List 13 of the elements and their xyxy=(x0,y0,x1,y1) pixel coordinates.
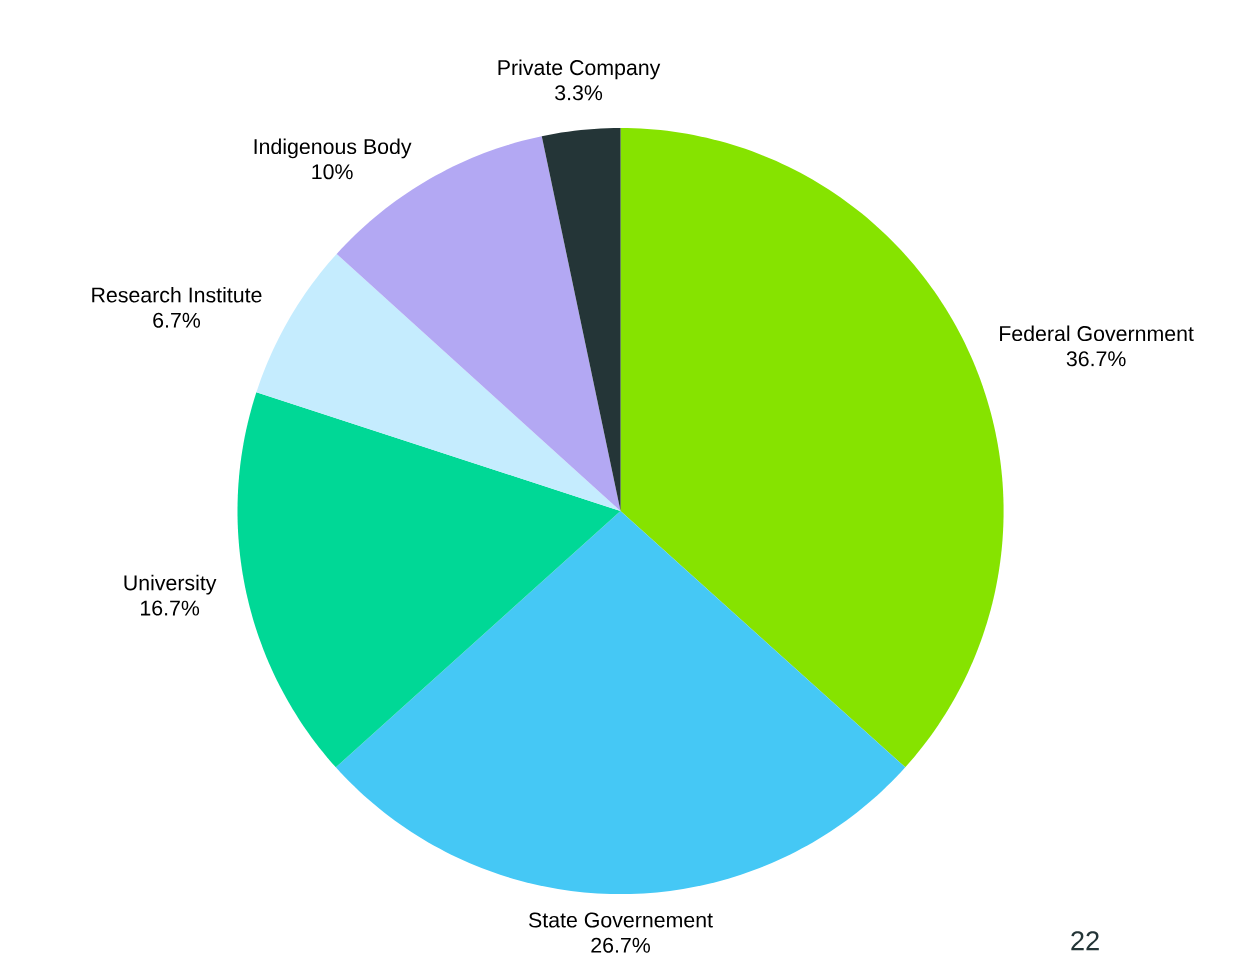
slice-label: Private Company xyxy=(498,59,661,80)
data-label: 6.7% xyxy=(153,312,201,328)
slice-label: Federal Government xyxy=(1000,325,1194,342)
data-label: 36.7% xyxy=(1066,351,1126,367)
slice-label: Indigenous Body xyxy=(254,138,412,159)
data-label: 16.7% xyxy=(141,600,200,616)
slice-label: University xyxy=(124,574,217,595)
data-label: 3.3% xyxy=(555,85,603,101)
slice-label: Research Institute xyxy=(92,286,262,303)
slice-label: State Governement xyxy=(529,912,713,928)
data-label: 26.7% xyxy=(591,937,650,953)
data-label: 10% xyxy=(312,164,353,180)
text: 22 xyxy=(1071,931,1099,951)
